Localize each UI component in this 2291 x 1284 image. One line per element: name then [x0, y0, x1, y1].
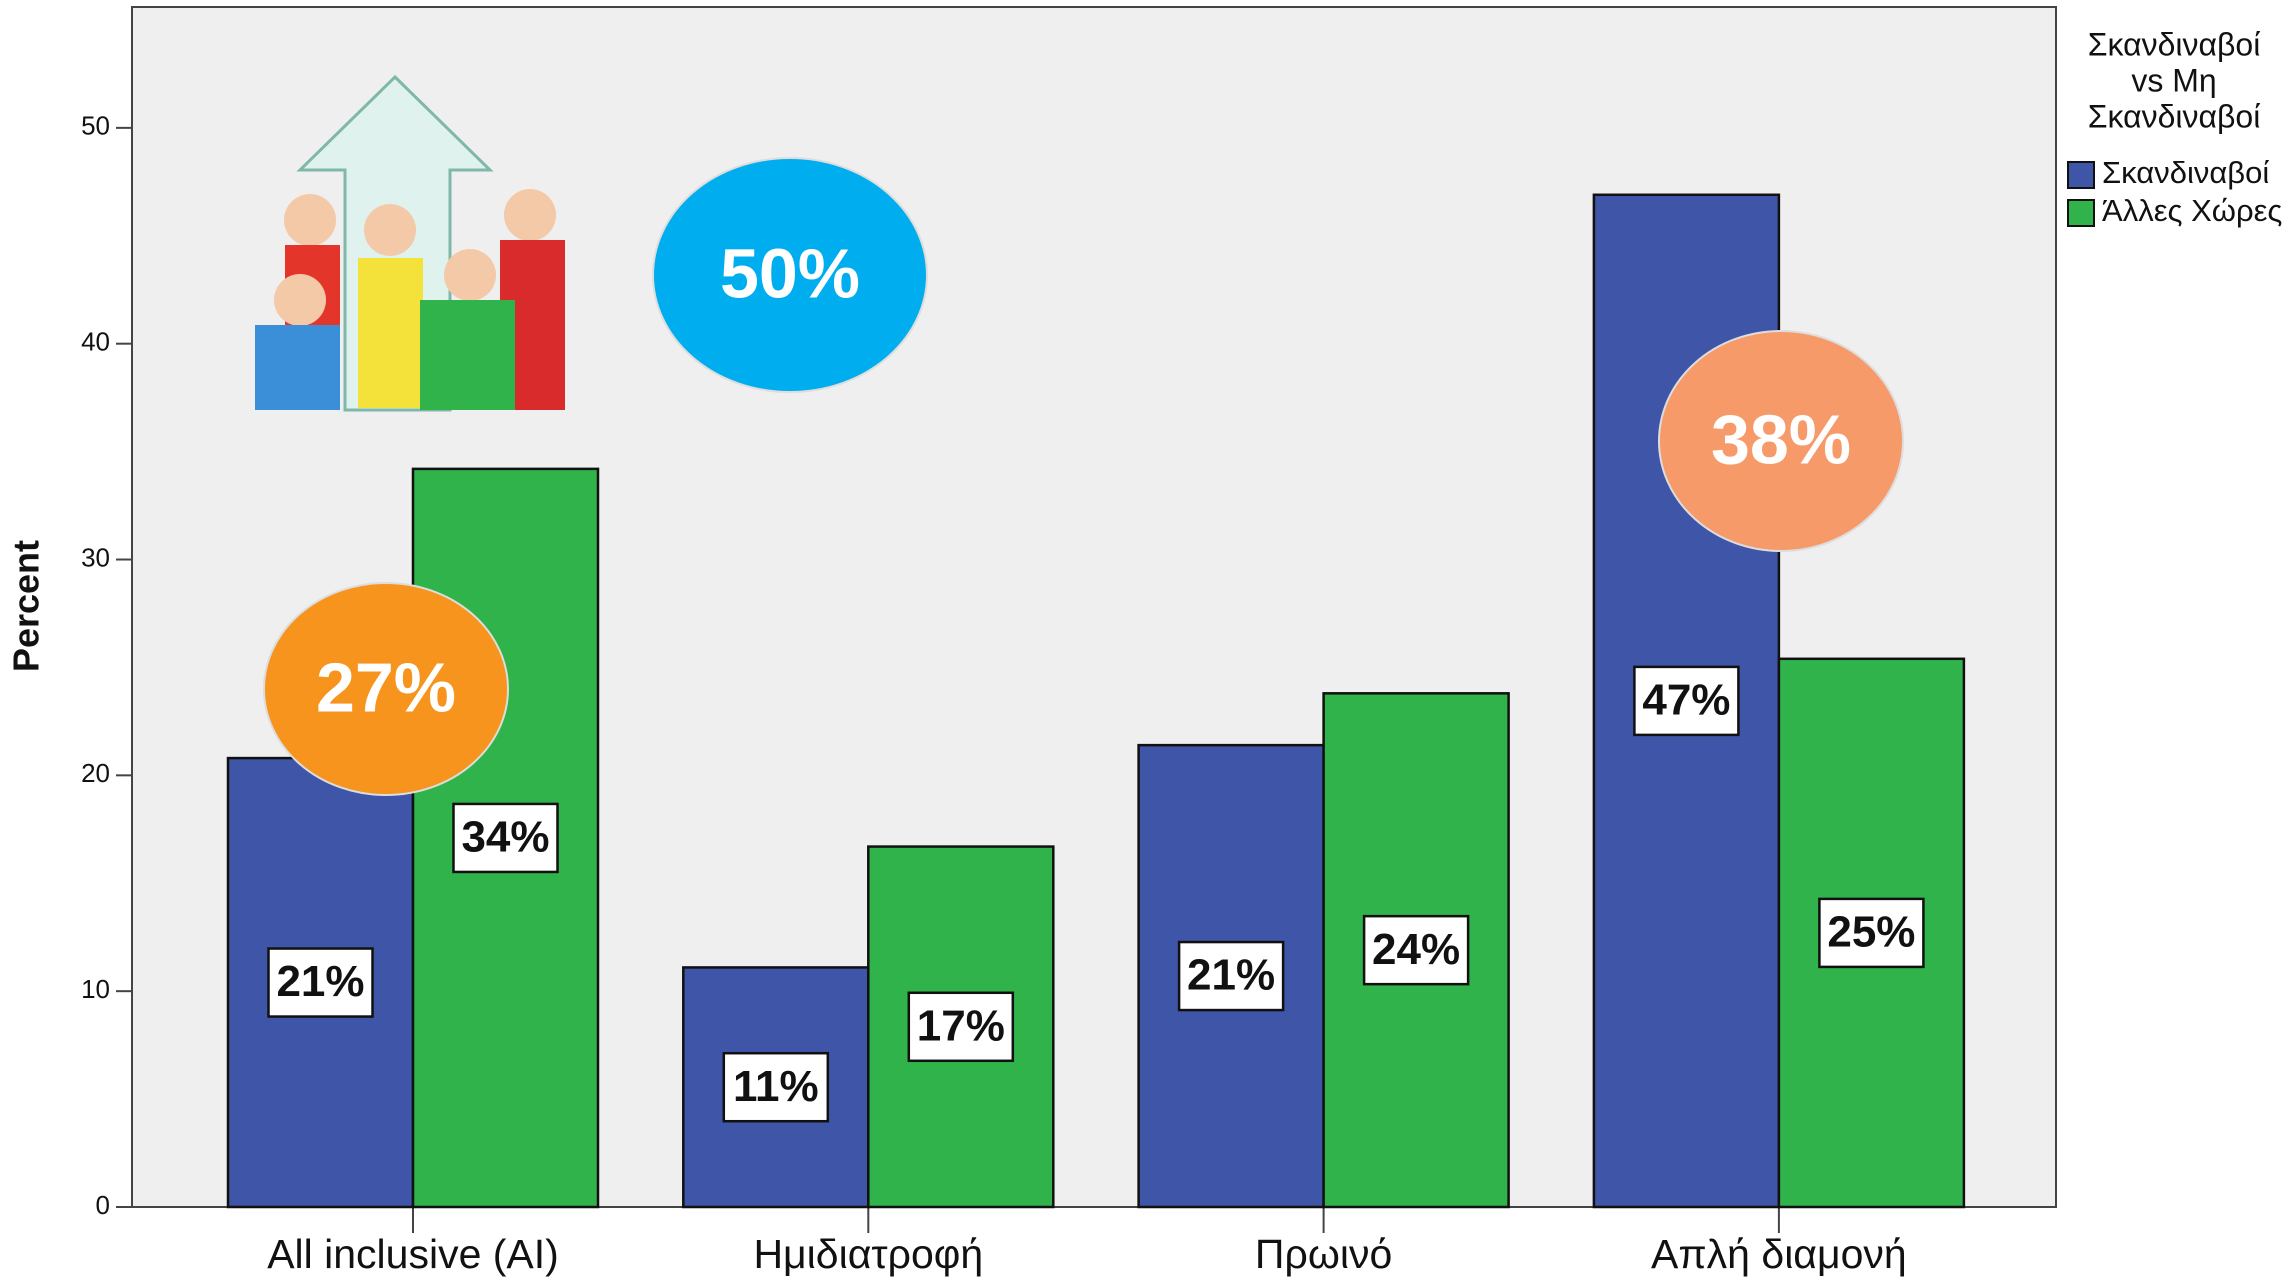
- value-label: 25%: [1827, 908, 1915, 957]
- value-label: 21%: [276, 957, 364, 1006]
- value-label-box: [907, 991, 1015, 1063]
- value-label: 17%: [917, 1001, 1005, 1050]
- value-label: 11%: [733, 1062, 819, 1111]
- y-tick-label: 50: [81, 111, 110, 141]
- x-tick-label: All inclusive (AI): [267, 1231, 559, 1277]
- value-label: 21%: [1187, 951, 1275, 1000]
- x-tick-label: Πρωινό: [1255, 1231, 1392, 1277]
- value-label-box: [1362, 914, 1470, 986]
- y-tick-label: 10: [81, 974, 110, 1004]
- y-axis-label: Percent: [6, 540, 47, 672]
- y-tick-label: 30: [81, 542, 110, 572]
- y-tick-label: 40: [81, 327, 110, 357]
- annotation-text: 38%: [1711, 400, 1851, 478]
- value-label-box: [722, 1051, 830, 1123]
- legend-swatch: [2067, 199, 2095, 227]
- value-label-box: [452, 802, 559, 874]
- x-tick-label: Απλή διαμονή: [1651, 1231, 1907, 1277]
- value-label: 34%: [461, 813, 549, 862]
- legend-title: Σκανδιναβοί: [2088, 26, 2261, 62]
- y-tick-label: 20: [81, 758, 110, 788]
- x-tick-label: Ημιδιατροφή: [753, 1231, 983, 1277]
- value-label-box: [1818, 897, 1925, 969]
- annotation-bubble: [1658, 330, 1904, 552]
- legend-label: Σκανδιναβοί: [2102, 155, 2269, 190]
- bar: [867, 845, 1055, 1209]
- value-label-box: [1177, 940, 1285, 1012]
- legend-label: Άλλες Χώρες: [2102, 193, 2282, 228]
- legend-title: Σκανδιναβοί: [2088, 98, 2261, 134]
- value-label-box: [267, 947, 374, 1018]
- annotation-text: 50%: [720, 234, 860, 312]
- value-label: 24%: [1372, 925, 1460, 974]
- legend-title: vs Μη: [2131, 62, 2216, 98]
- value-label-box: [1633, 665, 1740, 737]
- value-label: 47%: [1642, 676, 1730, 725]
- legend-swatch: [2067, 161, 2095, 189]
- annotation-bubble: [652, 157, 928, 393]
- annotation-bubble: [263, 582, 509, 796]
- y-tick-label: 0: [96, 1190, 110, 1220]
- decorative-picture: [255, 74, 565, 412]
- annotation-text: 27%: [316, 648, 456, 726]
